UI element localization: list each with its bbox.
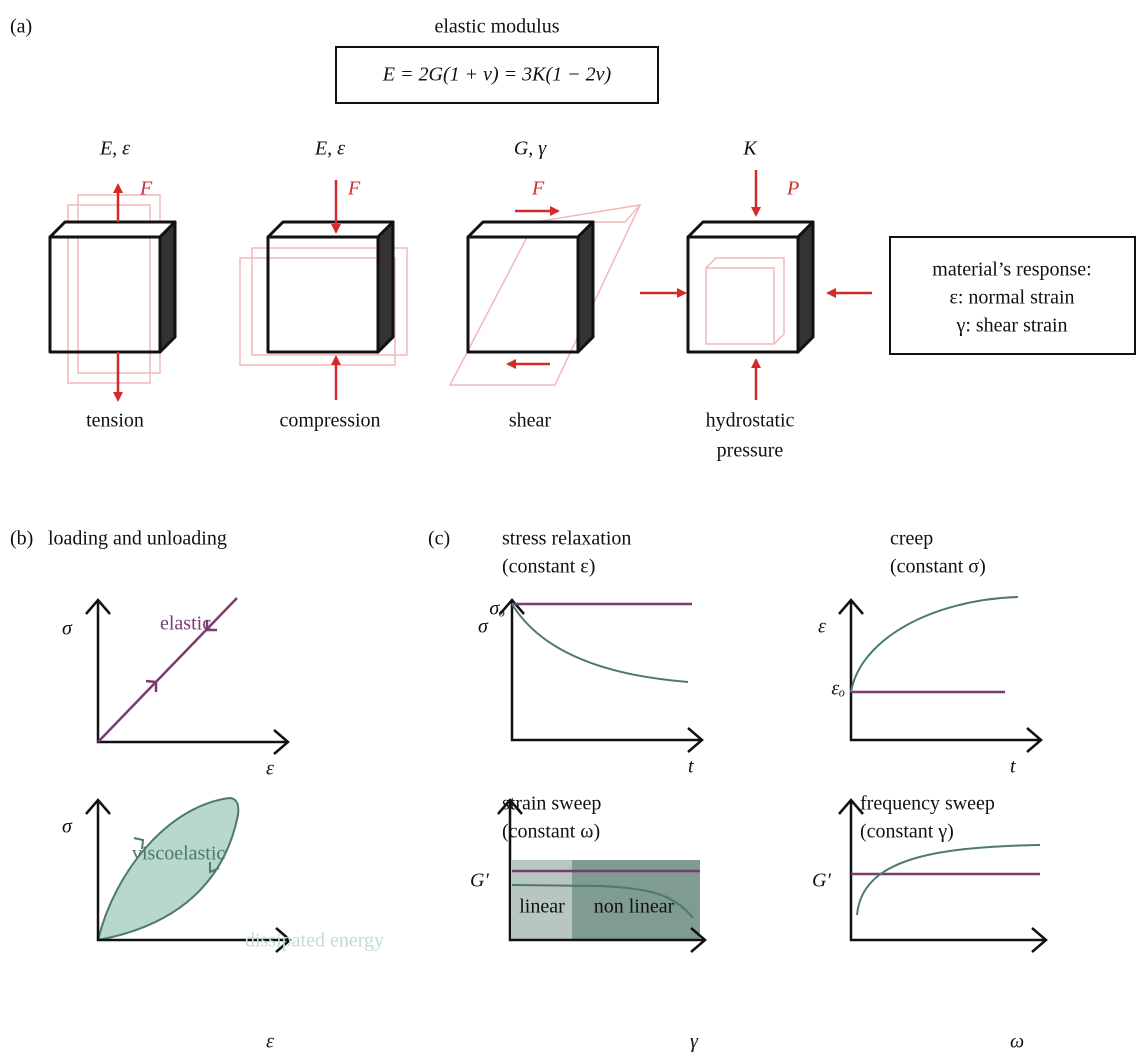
curve-label: viscoelastic <box>132 843 225 865</box>
mode-symbols: E, ε <box>314 138 345 160</box>
cube-top <box>50 222 175 237</box>
force-label: P <box>786 178 799 200</box>
x-axis-label: ε <box>266 1031 274 1053</box>
region-label: non linear <box>594 896 675 918</box>
response-line: γ: shear strain <box>955 315 1067 337</box>
cube-front <box>50 237 160 352</box>
force-label: F <box>347 178 361 200</box>
force-label: F <box>139 178 153 200</box>
x-axis-label: ε <box>266 758 274 780</box>
stress-relaxation-plot: stress relaxation (constant ε) σ σₒ t <box>478 528 702 778</box>
cube-compression <box>268 222 393 352</box>
x-axis-label: t <box>688 756 694 778</box>
strain-curve <box>851 597 1018 692</box>
cube-side <box>160 222 175 352</box>
y-tick-label: εₒ <box>831 678 845 700</box>
axes <box>851 600 1041 740</box>
strain-sweep-plot: strain sweep (constant ω) G′ linear non … <box>470 793 705 1053</box>
plot-title: (constant γ) <box>860 821 954 843</box>
mode-symbols: K <box>742 138 758 160</box>
mode-label: pressure <box>717 440 784 462</box>
cube-front <box>688 237 798 352</box>
force-label: F <box>531 178 545 200</box>
y-axis-label: ε <box>818 616 826 638</box>
mode-label: hydrostatic <box>706 410 795 432</box>
mode-label: shear <box>509 410 552 432</box>
x-axis-label: t <box>1010 756 1016 778</box>
axes <box>512 600 702 740</box>
y-tick-label: σₒ <box>489 598 505 620</box>
panel-label: (c) <box>428 528 450 550</box>
formula: E = 2G(1 + v) = 3K(1 − 2v) <box>382 64 612 86</box>
elastic-plot: σ ε elastic <box>62 598 288 780</box>
cube-top <box>688 222 813 237</box>
plot-title: frequency sweep <box>860 793 995 815</box>
curve-label: elastic <box>160 613 211 635</box>
y-axis-label: σ <box>62 816 73 838</box>
y-axis-label: σ <box>62 618 73 640</box>
figure: (a) elastic modulus E = 2G(1 + v) = 3K(1… <box>0 0 1137 1057</box>
response-line: material’s response: <box>932 259 1091 281</box>
cube-side <box>578 222 593 352</box>
plot-title: stress relaxation <box>502 528 631 550</box>
region-label: linear <box>519 896 565 918</box>
y-axis-label: G′ <box>470 870 489 892</box>
cube-side <box>378 222 393 352</box>
x-axis-label: ω <box>1010 1031 1024 1053</box>
stress-curve <box>512 604 688 682</box>
plot-title: (constant σ) <box>890 556 986 578</box>
plot-title: (constant ω) <box>502 821 600 843</box>
mode-label: compression <box>279 410 380 432</box>
plot-title: creep <box>890 528 933 550</box>
mode-label: tension <box>86 410 144 432</box>
cube-top <box>468 222 593 237</box>
x-axis-label: γ <box>690 1031 699 1053</box>
ghost-front <box>240 258 395 365</box>
panel-title: loading and unloading <box>48 528 227 550</box>
creep-plot: creep (constant σ) ε εₒ t <box>818 528 1041 778</box>
viscoelastic-plot: σ ε viscoelastic dissipated energy <box>62 798 384 1053</box>
cube-front <box>268 237 378 352</box>
plot-title: strain sweep <box>502 793 601 815</box>
plot-title: (constant ε) <box>502 556 595 578</box>
y-axis-label: G′ <box>812 870 831 892</box>
panel-label: (b) <box>10 528 33 550</box>
panel-title: elastic modulus <box>435 16 560 38</box>
frequency-sweep-plot: frequency sweep (constant γ) G′ ω <box>812 793 1046 1053</box>
modulus-curve <box>857 845 1040 915</box>
cube-side <box>798 222 813 352</box>
mode-symbols: G, γ <box>514 138 547 160</box>
y-axis-label: σ <box>478 616 489 638</box>
response-line: ε: normal strain <box>949 287 1074 309</box>
cube-top <box>268 222 393 237</box>
panel-label: (a) <box>10 16 32 38</box>
mode-symbols: E, ε <box>99 138 130 160</box>
cube-shear <box>468 222 593 352</box>
cube-front <box>468 237 578 352</box>
area-label: dissipated energy <box>245 930 384 952</box>
